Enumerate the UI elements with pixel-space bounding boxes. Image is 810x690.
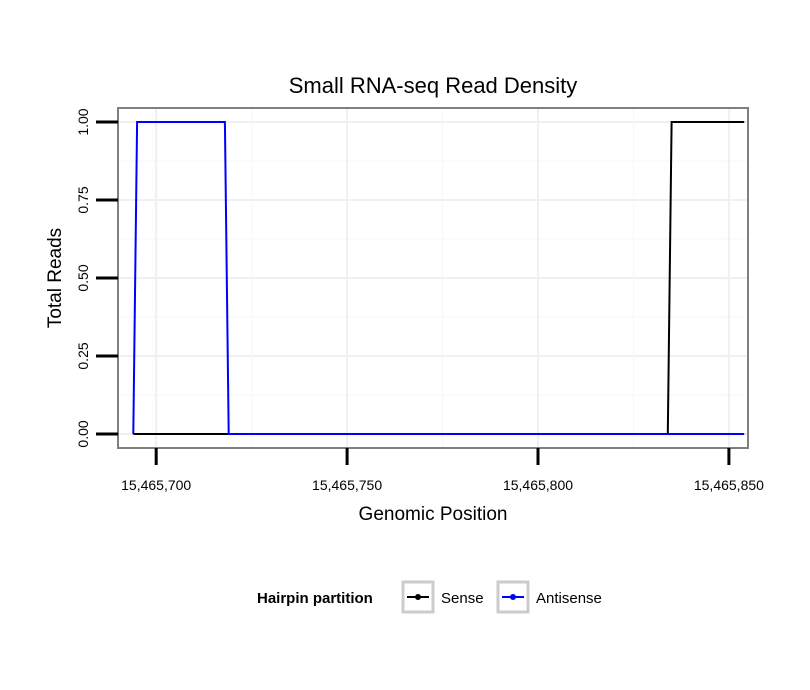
legend-title: Hairpin partition [257, 590, 373, 607]
x-axis-title: Genomic Position [359, 504, 508, 525]
x-axis: 15,465,700 15,465,750 15,465,800 15,465,850 [121, 448, 764, 493]
x-tick-label: 15,465,850 [694, 477, 764, 493]
x-tick-label: 15,465,700 [121, 477, 191, 493]
legend-key-antisense [496, 580, 530, 614]
y-tick-label: 0.25 [75, 342, 91, 369]
y-tick-label: 0.50 [75, 264, 91, 291]
series-line-antisense [132, 121, 745, 435]
y-tick-label: 0.00 [75, 420, 91, 447]
y-tick-label: 0.75 [75, 186, 91, 213]
series-layer [132, 121, 745, 435]
legend-key-sense [401, 580, 435, 614]
y-tick-label: 1.00 [75, 108, 91, 135]
chart-title: Small RNA-seq Read Density [289, 73, 578, 98]
legend-label-sense: Sense [441, 590, 484, 607]
legend-label-antisense: Antisense [536, 590, 602, 607]
x-tick-label: 15,465,800 [503, 477, 573, 493]
y-axis: 0.00 0.25 0.50 0.75 1.00 [75, 108, 118, 448]
legend: Hairpin partition Sense Antisense [257, 580, 602, 614]
x-tick-label: 15,465,750 [312, 477, 382, 493]
y-axis-title: Total Reads [45, 228, 66, 328]
